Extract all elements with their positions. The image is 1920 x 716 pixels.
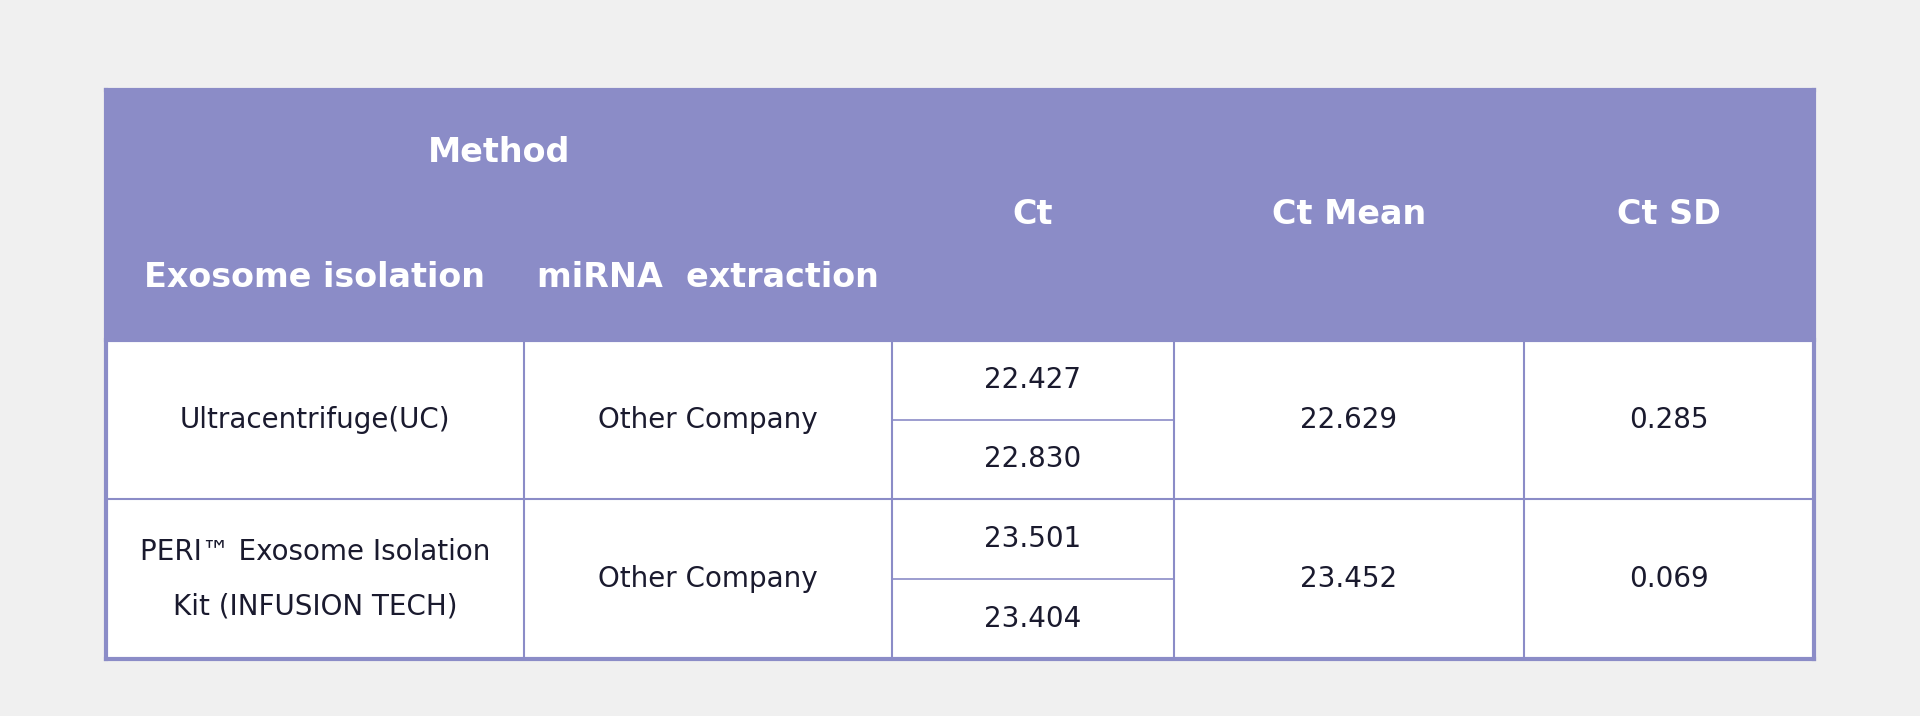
Text: 0.285: 0.285	[1630, 406, 1709, 434]
Text: Ct SD: Ct SD	[1617, 198, 1720, 231]
Text: Method: Method	[428, 135, 570, 168]
Bar	[106, 340, 1814, 659]
Bar	[891, 90, 1173, 340]
Text: Other Company: Other Company	[599, 565, 818, 593]
Text: Exosome isolation: Exosome isolation	[144, 261, 486, 294]
Text: miRNA  extraction: miRNA extraction	[538, 261, 879, 294]
Text: Ct Mean: Ct Mean	[1271, 198, 1427, 231]
Bar	[1173, 90, 1524, 340]
Text: 23.452: 23.452	[1300, 565, 1398, 593]
Text: Other Company: Other Company	[599, 406, 818, 434]
Text: 22.830: 22.830	[983, 445, 1081, 473]
Text: Ct: Ct	[1012, 198, 1052, 231]
Text: 23.501: 23.501	[983, 525, 1081, 553]
Text: Kit (INFUSION TECH): Kit (INFUSION TECH)	[173, 592, 457, 620]
Text: 0.069: 0.069	[1630, 565, 1709, 593]
Text: 22.629: 22.629	[1300, 406, 1398, 434]
Bar	[1524, 90, 1814, 340]
Bar	[106, 90, 891, 215]
Bar	[524, 215, 891, 340]
Text: PERI™ Exosome Isolation: PERI™ Exosome Isolation	[140, 538, 490, 566]
Text: Ultracentrifuge(UC): Ultracentrifuge(UC)	[180, 406, 449, 434]
Bar	[106, 215, 524, 340]
Text: 22.427: 22.427	[985, 366, 1081, 394]
Text: 23.404: 23.404	[983, 605, 1081, 633]
